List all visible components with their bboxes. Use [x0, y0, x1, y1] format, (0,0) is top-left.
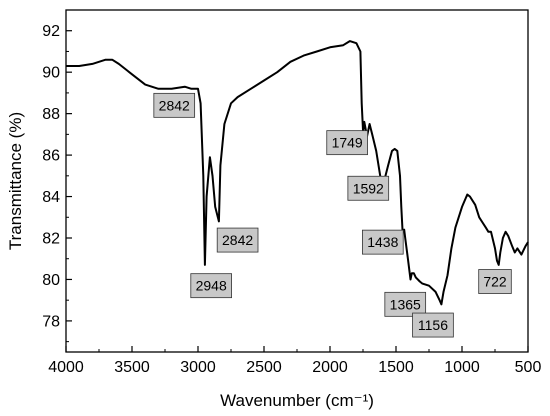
x-tick-label: 500	[515, 359, 542, 376]
peak-annotation: 1365	[384, 291, 427, 317]
spectrum-line	[66, 40, 529, 306]
peak-annotation: 1749	[326, 130, 368, 156]
x-tick-label: 3500	[114, 359, 150, 376]
x-tick-label: 1500	[378, 359, 414, 376]
annotation-box	[153, 92, 196, 118]
y-tick-label: 82	[42, 231, 60, 248]
peak-annotation: 2842	[153, 92, 196, 118]
annotation-box	[347, 175, 390, 201]
annotation-box	[361, 229, 404, 255]
y-tick-label: 84	[42, 189, 60, 206]
peak-annotation: 1156	[412, 312, 454, 338]
y-tick-label: 86	[42, 148, 60, 165]
y-axis-title: Transmittance (%)	[6, 112, 25, 250]
plot-marks	[66, 40, 529, 306]
annotation-box	[190, 273, 233, 299]
annotation-box	[384, 291, 427, 317]
peak-annotations: 2842 2948 2842 1749 1592 1438 1365 1156 722	[153, 92, 512, 338]
annotation-label: 1749	[332, 135, 363, 151]
annotation-label: 2948	[196, 278, 227, 294]
peak-annotation: 1592	[347, 175, 390, 201]
x-axis-title: Wavenumber (cm⁻¹)	[220, 391, 374, 410]
annotation-label: 1156	[418, 317, 448, 333]
x-tick-label: 4000	[48, 359, 84, 376]
x-tick-label: 2500	[246, 359, 282, 376]
y-tick-label: 92	[42, 23, 60, 40]
annotation-label: 1365	[390, 296, 421, 312]
annotation-box	[478, 269, 512, 294]
y-tick-label: 90	[42, 65, 60, 82]
plot-frame	[65, 9, 529, 353]
annotation-label: 1592	[353, 180, 384, 196]
peak-annotation: 722	[478, 269, 512, 294]
y-tick-label: 88	[42, 106, 60, 123]
peak-annotation: 2948	[190, 273, 233, 299]
x-tick-label: 3000	[180, 359, 216, 376]
annotation-label: 2842	[222, 232, 253, 248]
annotation-label: 722	[483, 274, 507, 290]
annotation-box	[326, 130, 368, 156]
y-tick-label: 78	[42, 313, 60, 330]
x-tick-label: 1000	[444, 359, 480, 376]
annotation-box	[412, 312, 454, 338]
x-tick-label: 2000	[312, 359, 348, 376]
peak-annotation: 1438	[361, 229, 404, 255]
annotation-label: 1438	[367, 234, 398, 250]
axis-ticks: 4000 3500 3000 2500 2000 1500 1000 500 78 80 82 84 8…	[42, 23, 541, 376]
annotation-label: 2842	[159, 97, 190, 113]
peak-annotation: 2842	[216, 227, 259, 253]
y-tick-label: 80	[42, 272, 60, 289]
annotation-box	[216, 227, 259, 253]
